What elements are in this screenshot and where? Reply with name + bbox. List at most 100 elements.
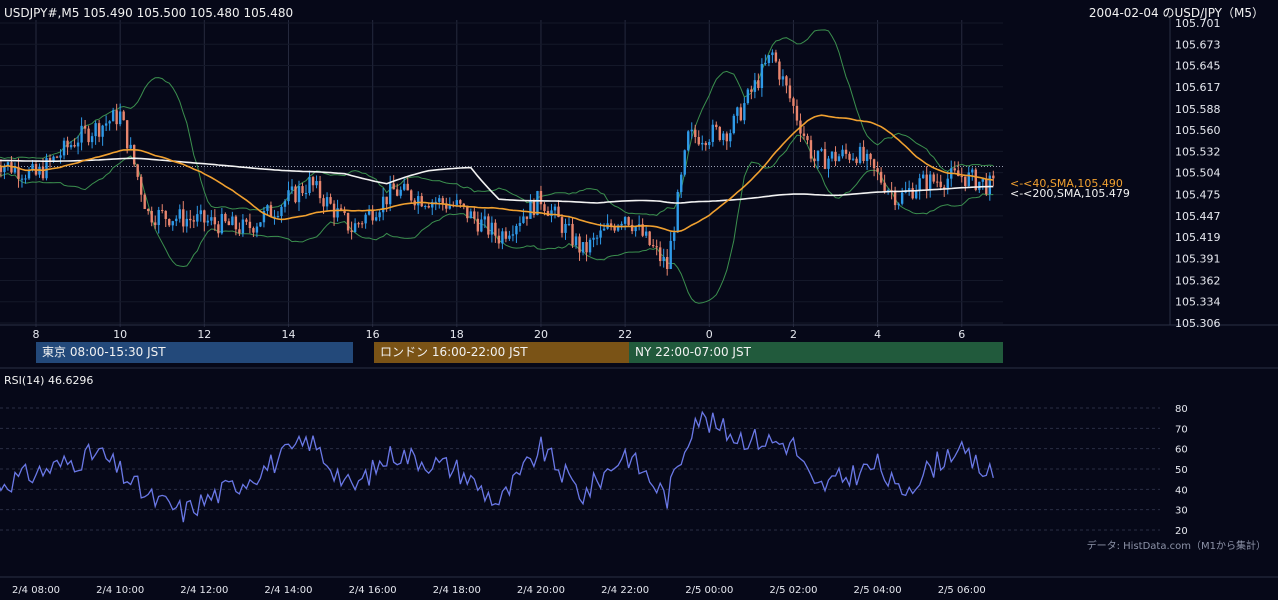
candle-body bbox=[764, 63, 767, 65]
candle bbox=[66, 136, 69, 155]
candle-body bbox=[427, 206, 430, 208]
candle bbox=[623, 216, 627, 231]
rsi-axis: 80 70 60 50 40 30 20 bbox=[1175, 404, 1188, 537]
candle bbox=[501, 228, 504, 250]
candle-body bbox=[301, 186, 304, 194]
candle bbox=[701, 135, 704, 151]
candle bbox=[304, 184, 308, 199]
candle bbox=[879, 167, 883, 185]
candle-body bbox=[0, 167, 3, 172]
candle-body bbox=[841, 149, 844, 157]
candle-body bbox=[371, 209, 374, 221]
price-tick-label: 105.306 bbox=[1175, 317, 1221, 330]
candle-body bbox=[687, 131, 690, 151]
candle-body bbox=[802, 133, 806, 136]
candle-body bbox=[508, 235, 511, 239]
candle bbox=[469, 208, 473, 219]
candle bbox=[574, 233, 578, 249]
candle-body bbox=[231, 216, 234, 226]
candle bbox=[490, 216, 494, 243]
candle-body bbox=[725, 133, 729, 142]
candle-body bbox=[357, 223, 360, 225]
candle bbox=[750, 85, 753, 100]
price-tick-label: 105.334 bbox=[1175, 296, 1221, 309]
candle-body bbox=[490, 222, 494, 235]
candle bbox=[34, 161, 38, 177]
candle bbox=[985, 172, 988, 197]
candle-body bbox=[171, 221, 174, 226]
candle-body bbox=[62, 140, 66, 156]
candle-body bbox=[441, 198, 444, 204]
candle bbox=[290, 179, 294, 194]
candle-body bbox=[837, 156, 841, 162]
sma40-line bbox=[0, 114, 994, 233]
sma40-label: <-<40,SMA,105.490 bbox=[1010, 177, 1123, 190]
candle-body bbox=[325, 197, 329, 207]
candle-body bbox=[262, 211, 266, 223]
candle-body bbox=[946, 178, 949, 190]
candle-body bbox=[381, 196, 385, 213]
candle bbox=[438, 194, 441, 209]
hour-tick-label: 22 bbox=[618, 328, 632, 341]
candle-body bbox=[494, 222, 497, 236]
candle bbox=[918, 173, 921, 200]
time-tick-label: 2/4 12:00 bbox=[180, 585, 228, 596]
candle-body bbox=[662, 257, 665, 262]
candle-body bbox=[592, 237, 595, 240]
candle-body bbox=[718, 127, 721, 140]
candle bbox=[206, 214, 210, 227]
candle-body bbox=[820, 149, 823, 151]
candle-body bbox=[806, 135, 809, 141]
candle bbox=[651, 239, 655, 248]
candle-body bbox=[634, 226, 637, 232]
candle bbox=[725, 131, 729, 150]
candle bbox=[168, 218, 171, 228]
candle bbox=[676, 189, 679, 233]
candle bbox=[876, 161, 879, 181]
candle-body bbox=[760, 63, 764, 89]
candle-body bbox=[87, 128, 90, 143]
candle-body bbox=[448, 205, 451, 209]
price-tick-label: 105.532 bbox=[1175, 145, 1221, 158]
candle-body bbox=[241, 219, 245, 234]
candle-body bbox=[118, 111, 122, 125]
candle-body bbox=[599, 230, 602, 238]
candle bbox=[644, 226, 648, 239]
candle-body bbox=[732, 115, 736, 134]
candle bbox=[929, 170, 932, 198]
candle bbox=[683, 149, 686, 177]
candle bbox=[150, 206, 153, 227]
candle bbox=[252, 226, 255, 238]
rsi-line bbox=[0, 410, 994, 523]
candle bbox=[73, 138, 76, 148]
candle bbox=[182, 201, 185, 233]
candle-body bbox=[539, 191, 543, 205]
candle-body bbox=[522, 216, 525, 223]
candle-body bbox=[399, 189, 402, 196]
time-tick-label: 2/4 08:00 bbox=[12, 585, 60, 596]
candle bbox=[262, 206, 266, 228]
candle bbox=[697, 130, 700, 146]
candle-body bbox=[224, 213, 227, 222]
candle-body bbox=[434, 201, 437, 203]
candle-body bbox=[343, 209, 346, 213]
candle-body bbox=[578, 236, 581, 253]
candle-body bbox=[680, 174, 683, 192]
candle-body bbox=[125, 120, 129, 149]
candle bbox=[550, 203, 553, 223]
candle bbox=[680, 172, 683, 199]
price-tick-label: 105.701 bbox=[1175, 17, 1221, 30]
candle bbox=[315, 175, 318, 189]
candle-body bbox=[164, 210, 167, 219]
candle-body bbox=[150, 210, 153, 223]
candle-body bbox=[616, 225, 620, 231]
candle bbox=[10, 156, 13, 174]
candle-body bbox=[483, 216, 487, 220]
candle bbox=[953, 161, 956, 173]
rsi-tick-label: 80 bbox=[1175, 404, 1188, 415]
candle-body bbox=[290, 186, 294, 191]
candle-body bbox=[897, 203, 900, 206]
candle-body bbox=[844, 149, 848, 154]
time-tick-label: 2/4 14:00 bbox=[264, 585, 312, 596]
